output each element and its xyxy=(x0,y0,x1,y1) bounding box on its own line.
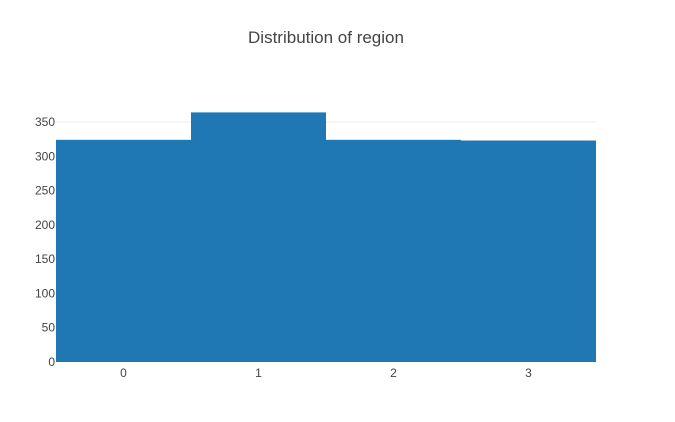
y-tick-label: 150 xyxy=(35,252,55,266)
x-tick-label: 3 xyxy=(525,366,532,380)
x-axis: 0 1 2 3 xyxy=(120,366,532,380)
y-tick-label: 0 xyxy=(48,355,55,369)
bar-1[interactable] xyxy=(191,112,326,363)
bar-0[interactable] xyxy=(56,139,191,362)
y-tick-label: 350 xyxy=(35,115,55,129)
chart-title: Distribution of region xyxy=(248,28,404,47)
y-tick-label: 50 xyxy=(42,321,56,335)
x-tick-label: 0 xyxy=(120,366,127,380)
bar-3[interactable] xyxy=(461,140,596,362)
bar-layer xyxy=(56,112,596,363)
x-tick-label: 2 xyxy=(390,366,397,380)
y-tick-label: 250 xyxy=(35,184,55,198)
y-tick-label: 300 xyxy=(35,149,55,163)
bar-2[interactable] xyxy=(326,139,461,362)
y-tick-label: 100 xyxy=(35,286,55,300)
y-tick-label: 200 xyxy=(35,218,55,232)
y-axis: 0 50 100 150 200 250 300 350 xyxy=(35,115,55,369)
x-tick-label: 1 xyxy=(255,366,262,380)
